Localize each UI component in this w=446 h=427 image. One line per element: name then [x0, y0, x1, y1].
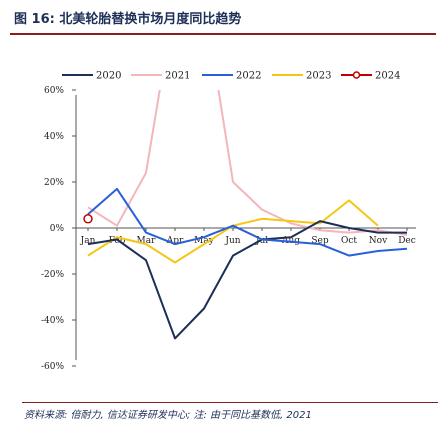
- legend-label-2021: 2021: [165, 71, 190, 82]
- y-tick-label: -60%: [41, 362, 64, 372]
- y-tick-label: -40%: [41, 316, 64, 326]
- chart-axes: 60% 40% 20% 0% -20% -40% -60%: [41, 86, 416, 372]
- figure-title: 图 16: 北美轮胎替换市场月度同比趋势: [14, 12, 242, 27]
- x-tick-label: May: [194, 236, 215, 246]
- data-point-2024: [83, 214, 93, 224]
- y-tick-label: 40%: [44, 132, 64, 142]
- title-rule: [10, 33, 436, 35]
- x-tick-label: Feb: [109, 236, 126, 246]
- x-tick-label: Apr: [166, 236, 184, 246]
- y-tick-label: 20%: [44, 178, 64, 188]
- source-note: 资料来源: 倍耐力, 信达证券研发中心; 注: 由于同比基数低, 2021: [24, 410, 312, 421]
- legend-label-2024: 2024: [375, 71, 400, 82]
- series-line-2021: [87, 90, 408, 236]
- series-line-2022: [87, 187, 408, 257]
- x-tick-label: Dec: [398, 236, 416, 246]
- line-chart: 2020 2021 2022 2023 2024 60% 40% 20% 0% -20% -40%…: [41, 71, 416, 372]
- x-tick-label: Nov: [369, 236, 388, 246]
- chart-legend: 2020 2021 2022 2023 2024: [62, 71, 400, 82]
- series-layer: [83, 90, 408, 340]
- legend-label-2020: 2020: [96, 71, 121, 82]
- series-line-2020: [87, 220, 407, 340]
- x-tick-label: Mar: [137, 236, 157, 246]
- legend-label-2023: 2023: [306, 71, 331, 82]
- x-tick-label: Jun: [224, 236, 240, 246]
- legend-marker-2024: [352, 71, 361, 79]
- x-tick-label: Jan: [80, 236, 96, 246]
- x-tick-label: Jul: [255, 236, 268, 246]
- y-tick-label: 60%: [44, 86, 64, 96]
- x-tick-label: Sep: [311, 236, 328, 246]
- y-tick-label: -20%: [41, 270, 64, 280]
- x-tick-label: Oct: [341, 236, 357, 246]
- y-tick-label: 0%: [50, 224, 65, 234]
- footer-rule: [22, 402, 438, 403]
- legend-label-2022: 2022: [236, 71, 261, 82]
